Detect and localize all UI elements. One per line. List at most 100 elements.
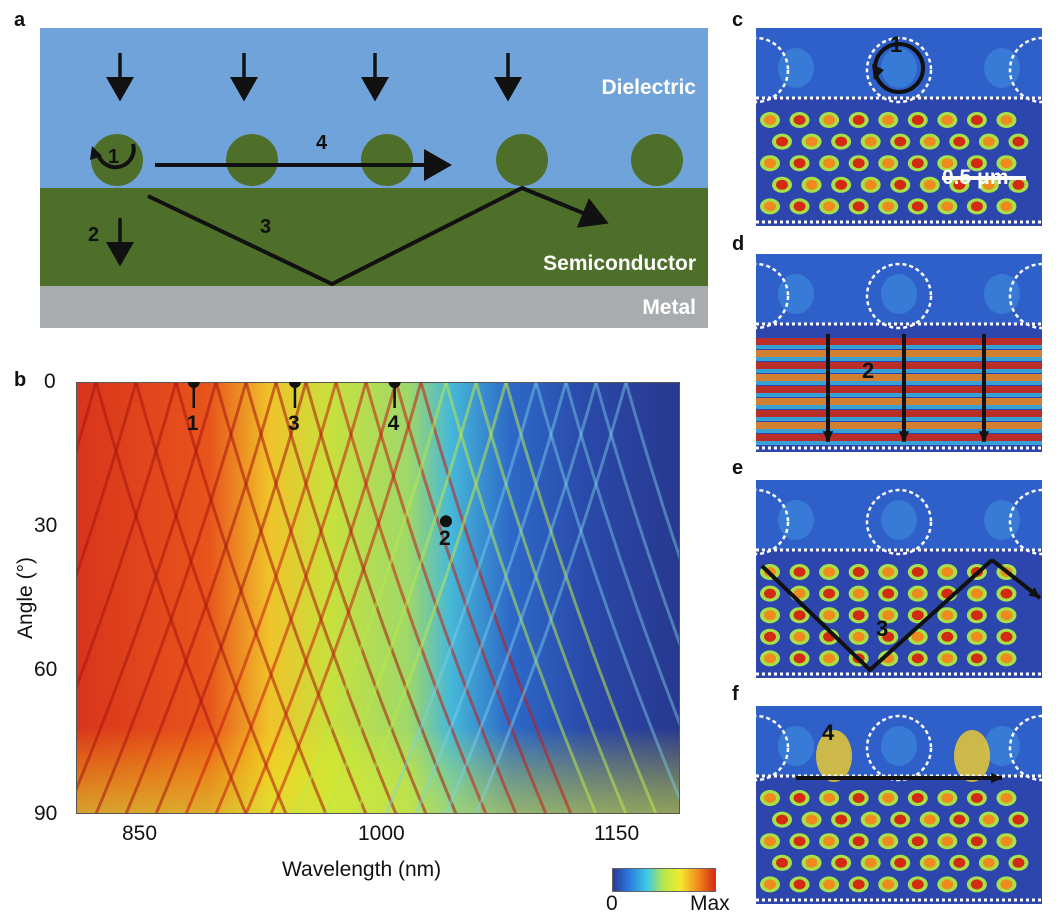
particle-outline [756,262,790,330]
field-stripe [756,362,1042,369]
field-spot [970,115,983,125]
field-spot [953,179,966,190]
dispersion-line [94,382,248,814]
dispersion-line [384,382,538,814]
field-spot [941,631,954,642]
field-spot [764,158,776,169]
field-spot [941,879,954,890]
field-blob [984,48,1020,88]
field-spot [923,136,936,147]
field-blob [816,730,852,782]
particle-outline [756,488,790,556]
field-stripe [756,357,1042,361]
x-axis-label: Wavelength (nm) [282,858,442,881]
field-d-mode-label: 2 [862,358,875,383]
field-spot [882,879,895,890]
marker-dot [439,515,452,528]
colorbar-max-label: Max [690,892,730,915]
dispersion-line [76,382,98,457]
field-spot [894,814,907,825]
field-spot [1000,588,1013,599]
dispersion-line [214,382,368,814]
field-spot [970,793,983,803]
field-stripe [756,350,1042,357]
field-blob [984,500,1020,540]
dispersion-line [76,382,138,581]
field-spot [1012,857,1025,868]
field-panel-c [756,28,1042,226]
field-spot [882,793,895,803]
particle-outline [756,36,790,104]
path-3-arrow [147,185,609,287]
field-spot [953,136,966,147]
metal-label: Metal [642,296,696,319]
field-stripe [756,386,1042,393]
field-spot [941,567,954,577]
dispersion-line [364,382,518,814]
field-spot [852,201,865,212]
field-spot [982,857,995,868]
panel-label-e: e [732,457,744,479]
field-spot [941,115,954,125]
field-spot [852,836,865,847]
field-spot [911,567,924,577]
field-spot [882,158,895,169]
dispersion-line [294,382,448,814]
dispersion-line [444,382,598,814]
field-spot [911,879,924,890]
field-spot [823,879,836,890]
dispersion-line [594,382,680,649]
field-blob [881,274,917,314]
field-spot [970,158,983,169]
field-spot [823,793,836,803]
field-spot [970,879,983,890]
field-stripe [756,434,1042,441]
colorbar [612,868,716,892]
particle-outline [1008,488,1042,556]
field-map-c [756,28,1042,226]
field-spot [793,567,806,577]
dispersion-lines [76,382,680,814]
dispersion-line [174,382,328,814]
field-spot [1000,653,1013,664]
field-spot [823,836,836,847]
absorption-map [76,382,680,814]
field-spot [864,179,877,190]
field-spot [970,653,983,664]
field-spot [852,567,865,577]
incident-arrows [106,53,522,102]
dispersion-line [334,382,488,814]
particle [226,134,278,186]
field-spot [894,857,907,868]
dispersion-line [76,382,178,693]
field-map-e [756,480,1042,678]
field-spot [982,179,995,190]
mode-arrow-head [822,431,834,442]
path-label-1: 1 [108,146,120,168]
field-spot [911,158,924,169]
field-spot [852,879,865,890]
field-stripe [756,398,1042,405]
field-c-mode-label: 1 [890,32,903,57]
field-spot [805,179,818,190]
field-spot [823,158,836,169]
field-spot [1000,201,1013,212]
particle-outline [865,488,933,556]
field-spot [793,631,806,642]
field-e-mode-label: 3 [876,616,889,641]
field-spot [941,793,954,803]
circulation-arrow-head [872,64,884,80]
path-label-2: 2 [88,224,100,246]
field-spot [835,857,848,868]
field-spot [970,631,983,642]
dispersion-line [504,382,658,814]
dispersion-line [624,382,680,564]
field-spot [852,588,865,599]
field-spot [1000,793,1013,803]
field-spot [823,653,836,664]
dispersion-line [564,382,680,729]
field-stripe [756,429,1042,433]
field-spot [982,814,995,825]
dispersion-line [244,382,398,814]
field-spot [793,115,806,125]
